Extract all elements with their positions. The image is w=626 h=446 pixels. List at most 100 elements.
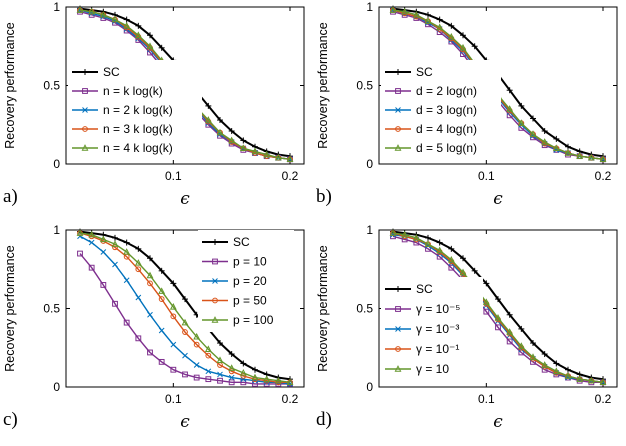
square-marker <box>77 250 83 257</box>
x-marker <box>123 277 130 284</box>
circle-marker <box>193 341 200 348</box>
triangle-marker <box>134 259 142 266</box>
triangle-marker <box>564 149 572 156</box>
triangle-marker <box>274 376 282 384</box>
circle-marker <box>170 313 177 320</box>
triangle-marker <box>599 155 607 162</box>
triangle-marker <box>286 155 294 162</box>
chart-d: 0.1 0.2 0 0.5 1 SC γ = 10⁻⁵ γ = 10⁻³ γ = 10⁻¹ γ =… <box>316 223 618 432</box>
triangle-marker <box>251 147 259 155</box>
square-marker <box>506 338 513 345</box>
triangle-marker <box>506 105 514 112</box>
y-axis-label: Recovery performance <box>3 22 17 148</box>
legend-label: p = 10 <box>233 255 267 269</box>
triangle-marker <box>88 7 96 15</box>
square-marker <box>193 374 200 381</box>
triangle-marker <box>517 342 525 349</box>
x-tick-label: 0.2 <box>595 169 612 183</box>
triangle-marker <box>123 248 131 255</box>
y-tick-label: 1 <box>53 0 60 14</box>
triangle-marker <box>134 31 142 38</box>
triangle-marker <box>111 15 119 23</box>
triangle-marker <box>587 153 595 161</box>
series-line <box>79 232 291 383</box>
legend-label: n = 3 k log(k) <box>103 122 173 136</box>
triangle-marker <box>494 314 502 321</box>
triangle-marker <box>286 378 294 385</box>
legend-label: n = k log(k) <box>103 84 163 98</box>
square-marker <box>448 264 455 271</box>
square-marker <box>182 371 188 378</box>
square-marker <box>135 335 142 342</box>
circle-marker <box>395 126 401 132</box>
square-marker <box>112 300 118 307</box>
x-axis-label: ϵ <box>493 412 503 432</box>
legend-label: γ = 10⁻¹ <box>416 342 459 356</box>
circle-marker <box>395 346 401 352</box>
triangle-marker <box>193 332 201 340</box>
legend-label: γ = 10 <box>416 362 449 376</box>
legend-label: n = 4 k log(k) <box>103 141 173 155</box>
panel-a: 0.1 0.2 0 0.5 1 SC n = k log(k) n = 2 k log(k) n… <box>0 0 313 223</box>
triangle-marker <box>576 375 584 382</box>
triangle-marker <box>88 230 96 238</box>
x-axis-label: ϵ <box>180 412 190 432</box>
triangle-marker <box>239 144 247 151</box>
triangle-marker <box>564 372 572 379</box>
triangle-marker <box>394 144 402 151</box>
triangle-marker <box>181 318 189 326</box>
circle-marker <box>182 329 188 335</box>
legend-label: SC <box>103 65 120 79</box>
x-marker <box>88 239 95 246</box>
x-marker <box>212 278 218 284</box>
triangle-marker <box>401 7 409 15</box>
y-tick-label: 0.5 <box>43 302 60 316</box>
x-marker <box>182 352 188 359</box>
square-marker <box>88 264 95 271</box>
x-marker <box>158 327 165 334</box>
panel-label-a: a) <box>3 186 18 207</box>
triangle-marker <box>239 368 247 376</box>
x-marker <box>147 311 153 318</box>
square-marker <box>205 376 212 383</box>
y-tick-label: 1 <box>366 223 373 237</box>
y-tick-label: 0 <box>366 380 373 394</box>
triangle-marker <box>146 271 154 279</box>
x-marker <box>395 326 401 332</box>
x-marker <box>100 249 107 255</box>
square-marker <box>217 377 223 384</box>
triangle-marker <box>146 42 154 49</box>
x-tick-label: 0.2 <box>282 392 299 406</box>
triangle-marker <box>228 136 236 144</box>
triangle-marker <box>424 240 432 247</box>
y-axis-label: Recovery performance <box>316 245 330 371</box>
triangle-marker <box>274 153 282 161</box>
triangle-marker <box>541 361 549 368</box>
legend-label: d = 4 log(n) <box>416 122 477 136</box>
x-marker <box>82 107 88 113</box>
series-line <box>392 232 604 383</box>
x-marker <box>193 362 200 368</box>
square-marker <box>123 319 130 326</box>
chart-c: 0.1 0.2 0 0.5 1 SC p = 10 p = 20 p = 50 p = 100 Re… <box>3 223 305 432</box>
triangle-marker <box>576 152 584 159</box>
y-axis-label: Recovery performance <box>3 245 17 371</box>
triangle-marker <box>76 229 84 236</box>
triangle-marker <box>204 116 212 123</box>
triangle-marker <box>204 345 212 353</box>
x-marker <box>170 341 177 348</box>
panel-b: 0.1 0.2 0 0.5 1 SC d = 2 log(n) d = 3 log(n) d =… <box>313 0 626 223</box>
triangle-marker <box>447 255 455 263</box>
triangle-marker <box>447 32 455 40</box>
y-tick-label: 1 <box>53 223 60 237</box>
legend-label: n = 2 k log(k) <box>103 103 173 117</box>
triangle-marker <box>506 328 514 335</box>
x-axis-label: ϵ <box>180 189 190 209</box>
legend-label: p = 20 <box>233 274 267 288</box>
circle-marker <box>147 280 153 287</box>
triangle-marker <box>158 287 166 294</box>
triangle-marker <box>263 150 271 158</box>
x-tick-label: 0.2 <box>282 169 299 183</box>
x-marker <box>217 371 223 378</box>
